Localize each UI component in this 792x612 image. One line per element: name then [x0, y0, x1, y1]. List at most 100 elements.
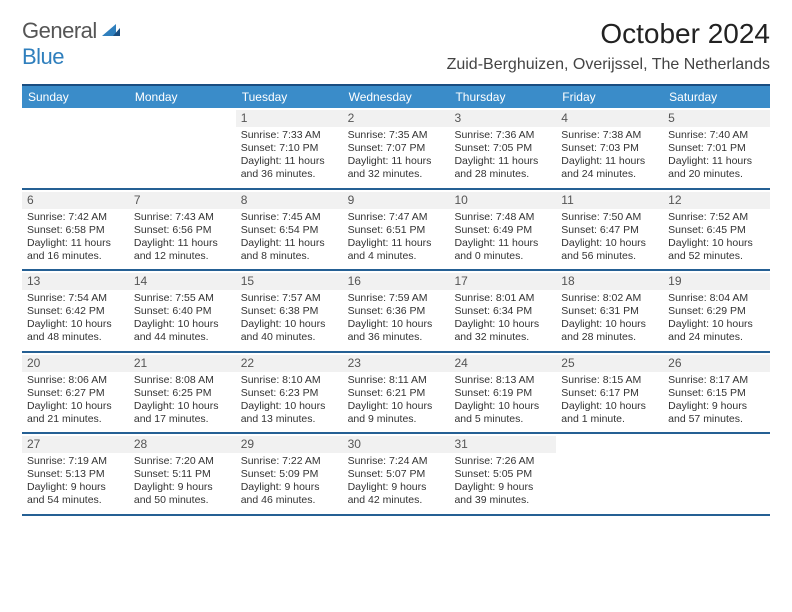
day-info: Sunrise: 7:35 AMSunset: 7:07 PMDaylight:… [348, 129, 445, 182]
sunrise-line: Sunrise: 7:54 AM [27, 292, 124, 305]
sunset-line: Sunset: 5:07 PM [348, 468, 445, 481]
sunrise-line: Sunrise: 7:35 AM [348, 129, 445, 142]
day-cell: 9Sunrise: 7:47 AMSunset: 6:51 PMDaylight… [343, 190, 450, 270]
day-info: Sunrise: 7:45 AMSunset: 6:54 PMDaylight:… [241, 211, 338, 264]
title-block: October 2024 Zuid-Berghuizen, Overijssel… [447, 18, 770, 80]
day-cell: 11Sunrise: 7:50 AMSunset: 6:47 PMDayligh… [556, 190, 663, 270]
day-number: 20 [22, 355, 129, 372]
daylight-line: and 36 minutes. [348, 331, 445, 344]
sunrise-line: Sunrise: 7:24 AM [348, 455, 445, 468]
daylight-line: and 50 minutes. [134, 494, 231, 507]
day-info: Sunrise: 8:06 AMSunset: 6:27 PMDaylight:… [27, 374, 124, 427]
sunset-line: Sunset: 6:17 PM [561, 387, 658, 400]
day-number: 12 [663, 192, 770, 209]
daylight-line: Daylight: 10 hours [668, 237, 765, 250]
page-title: October 2024 [447, 18, 770, 50]
sunset-line: Sunset: 7:10 PM [241, 142, 338, 155]
sunrise-line: Sunrise: 7:20 AM [134, 455, 231, 468]
sunset-line: Sunset: 6:51 PM [348, 224, 445, 237]
weekday-header: Friday [556, 86, 663, 108]
sunset-line: Sunset: 6:25 PM [134, 387, 231, 400]
day-number: 28 [129, 436, 236, 453]
day-number: 29 [236, 436, 343, 453]
sunset-line: Sunset: 5:11 PM [134, 468, 231, 481]
day-info: Sunrise: 7:55 AMSunset: 6:40 PMDaylight:… [134, 292, 231, 345]
day-cell: 27Sunrise: 7:19 AMSunset: 5:13 PMDayligh… [22, 434, 129, 514]
day-number: 6 [22, 192, 129, 209]
sunrise-line: Sunrise: 7:40 AM [668, 129, 765, 142]
daylight-line: and 44 minutes. [134, 331, 231, 344]
day-number: 1 [236, 110, 343, 127]
sunset-line: Sunset: 6:56 PM [134, 224, 231, 237]
daylight-line: and 40 minutes. [241, 331, 338, 344]
calendar: SundayMondayTuesdayWednesdayThursdayFrid… [22, 84, 770, 516]
day-number: 16 [343, 273, 450, 290]
sunrise-line: Sunrise: 8:06 AM [27, 374, 124, 387]
day-info: Sunrise: 7:40 AMSunset: 7:01 PMDaylight:… [668, 129, 765, 182]
day-info: Sunrise: 7:48 AMSunset: 6:49 PMDaylight:… [454, 211, 551, 264]
day-info: Sunrise: 8:13 AMSunset: 6:19 PMDaylight:… [454, 374, 551, 427]
daylight-line: Daylight: 11 hours [134, 237, 231, 250]
daylight-line: Daylight: 10 hours [454, 318, 551, 331]
daylight-line: and 32 minutes. [454, 331, 551, 344]
day-cell: 7Sunrise: 7:43 AMSunset: 6:56 PMDaylight… [129, 190, 236, 270]
daylight-line: and 28 minutes. [454, 168, 551, 181]
daylight-line: Daylight: 10 hours [668, 318, 765, 331]
sunset-line: Sunset: 7:01 PM [668, 142, 765, 155]
day-cell: 24 Sunrise: 8:13 AMSunset: 6:19 PMDayligh… [449, 353, 556, 433]
daylight-line: and 1 minute. [561, 413, 658, 426]
daylight-line: Daylight: 9 hours [454, 481, 551, 494]
day-info: Sunrise: 7:33 AMSunset: 7:10 PMDaylight:… [241, 129, 338, 182]
sunrise-line: Sunrise: 7:48 AM [454, 211, 551, 224]
sunrise-line: Sunrise: 7:26 AM [454, 455, 551, 468]
day-cell: 12Sunrise: 7:52 AMSunset: 6:45 PMDayligh… [663, 190, 770, 270]
sunrise-line: Sunrise: 8:02 AM [561, 292, 658, 305]
sunrise-line: Sunrise: 8:17 AM [668, 374, 765, 387]
daylight-line: and 9 minutes. [348, 413, 445, 426]
sunset-line: Sunset: 5:09 PM [241, 468, 338, 481]
daylight-line: and 54 minutes. [27, 494, 124, 507]
sunrise-line: Sunrise: 7:47 AM [348, 211, 445, 224]
weeks-container: 1 Sunrise: 7:33 AMSunset: 7:10 PMDaylight… [22, 108, 770, 516]
day-info: Sunrise: 8:01 AMSunset: 6:34 PMDaylight:… [454, 292, 551, 345]
sunset-line: Sunset: 5:13 PM [27, 468, 124, 481]
day-number: 23 [343, 355, 450, 372]
daylight-line: Daylight: 11 hours [668, 155, 765, 168]
sunset-line: Sunset: 6:45 PM [668, 224, 765, 237]
daylight-line: and 16 minutes. [27, 250, 124, 263]
daylight-line: Daylight: 10 hours [27, 318, 124, 331]
sunset-line: Sunset: 6:40 PM [134, 305, 231, 318]
day-number: 24 [449, 355, 556, 372]
weekday-header: Thursday [449, 86, 556, 108]
weekday-header: Sunday [22, 86, 129, 108]
day-number: 11 [556, 192, 663, 209]
daylight-line: and 8 minutes. [241, 250, 338, 263]
sunset-line: Sunset: 7:07 PM [348, 142, 445, 155]
brand-logo: General Blue [22, 18, 120, 70]
day-cell: 2Sunrise: 7:35 AMSunset: 7:07 PMDaylight… [343, 108, 450, 188]
daylight-line: and 24 minutes. [668, 331, 765, 344]
day-info: Sunrise: 7:38 AMSunset: 7:03 PMDaylight:… [561, 129, 658, 182]
day-number: 26 [663, 355, 770, 372]
daylight-line: and 36 minutes. [241, 168, 338, 181]
sunset-line: Sunset: 6:27 PM [27, 387, 124, 400]
sunrise-line: Sunrise: 7:57 AM [241, 292, 338, 305]
weekday-header: Saturday [663, 86, 770, 108]
day-info: Sunrise: 7:59 AMSunset: 6:36 PMDaylight:… [348, 292, 445, 345]
daylight-line: Daylight: 9 hours [348, 481, 445, 494]
sunset-line: Sunset: 6:36 PM [348, 305, 445, 318]
sunrise-line: Sunrise: 8:11 AM [348, 374, 445, 387]
daylight-line: Daylight: 11 hours [348, 155, 445, 168]
day-number: 10 [449, 192, 556, 209]
day-info: Sunrise: 7:22 AMSunset: 5:09 PMDaylight:… [241, 455, 338, 508]
day-cell: 21Sunrise: 8:08 AMSunset: 6:25 PMDayligh… [129, 353, 236, 433]
day-info: Sunrise: 8:15 AMSunset: 6:17 PMDaylight:… [561, 374, 658, 427]
week-row: 1 Sunrise: 7:33 AMSunset: 7:10 PMDaylight… [22, 108, 770, 190]
sunset-line: Sunset: 6:31 PM [561, 305, 658, 318]
day-cell: 5Sunrise: 7:40 AMSunset: 7:01 PMDaylight… [663, 108, 770, 188]
daylight-line: Daylight: 10 hours [561, 400, 658, 413]
day-info: Sunrise: 8:10 AMSunset: 6:23 PMDaylight:… [241, 374, 338, 427]
daylight-line: Daylight: 11 hours [348, 237, 445, 250]
daylight-line: Daylight: 9 hours [27, 481, 124, 494]
weekday-header-row: SundayMondayTuesdayWednesdayThursdayFrid… [22, 86, 770, 108]
